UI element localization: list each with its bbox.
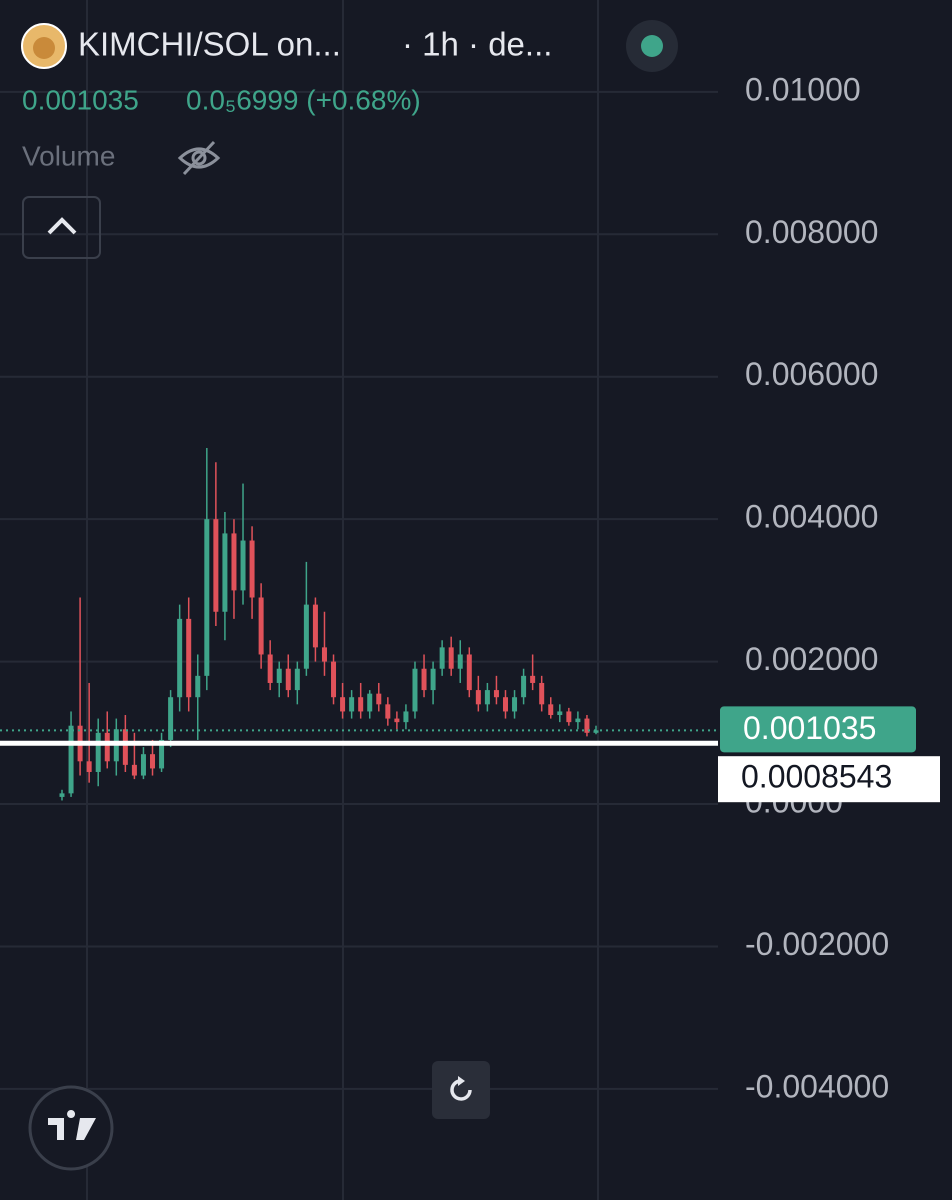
collapse-button[interactable]: [22, 196, 101, 259]
candle-body: [140, 754, 146, 776]
candle-body: [159, 739, 165, 769]
candle-body: [340, 697, 346, 712]
candle-body: [475, 690, 481, 705]
status-dot: [641, 35, 663, 57]
candle-body: [258, 597, 264, 655]
y-tick-label: 0.008000: [745, 214, 878, 250]
candle-body: [521, 675, 527, 698]
candle-body: [204, 519, 210, 676]
candle-body: [448, 647, 454, 669]
pair-title[interactable]: KIMCHI/SOL on...: [78, 26, 341, 63]
tv-logo-bg[interactable]: [28, 1085, 114, 1171]
candle-body: [168, 697, 174, 740]
candle-body: [303, 604, 309, 669]
last-price-box: [720, 706, 916, 753]
candle-body: [267, 654, 273, 683]
candle-body: [186, 618, 192, 698]
overlay: [0, 729, 718, 746]
candle-body: [548, 704, 554, 716]
candle-body: [557, 711, 563, 716]
candle-body: [150, 754, 156, 769]
candle-body: [240, 540, 246, 591]
candle-body: [358, 697, 364, 712]
candle-body: [331, 661, 337, 698]
y-tick-label: 0.004000: [745, 499, 878, 535]
candle-body: [403, 711, 409, 723]
candle-body: [86, 761, 92, 772]
candle-body: [285, 668, 291, 691]
candle-body: [231, 533, 237, 591]
candle-body: [276, 668, 282, 683]
last-price-label: 0.001035: [743, 710, 876, 746]
candle-body: [493, 690, 499, 698]
candle-body: [59, 793, 65, 797]
candle-body: [466, 654, 472, 691]
candle-body: [367, 693, 373, 712]
candle-body: [484, 690, 490, 705]
candle-body: [502, 697, 508, 712]
y-tick-label: -0.004000: [745, 1068, 889, 1104]
crosshair-label: 0.0008543: [741, 759, 892, 795]
candle-body: [430, 668, 436, 691]
h-grid: [0, 90, 718, 1090]
candle-body: [385, 704, 391, 719]
chevron-up: [47, 217, 77, 235]
candle-body: [512, 697, 518, 712]
candle-body: [349, 697, 355, 712]
candle-body: [312, 604, 318, 648]
candle-body: [131, 764, 137, 776]
candle-body: [575, 718, 581, 723]
reset-button[interactable]: [432, 1061, 490, 1119]
candle-body: [584, 718, 590, 733]
candle-body: [122, 729, 128, 765]
reset-icon: [450, 1079, 472, 1101]
candle-body: [249, 540, 255, 598]
y-tick-label: 0.002000: [745, 641, 878, 677]
grid: [86, 0, 599, 1200]
hide-icon[interactable]: [177, 140, 221, 176]
y-axis: 0.01000 0.008000 0.006000 0.004000 0.002000 0…: [718, 71, 940, 1104]
candle-body: [104, 732, 110, 762]
y-tick-label: 0.006000: [745, 356, 878, 392]
candle-body: [421, 668, 427, 691]
candles: [59, 447, 599, 801]
candle-body: [539, 682, 545, 705]
volume-label: Volume: [22, 140, 115, 171]
candle-body: [457, 654, 463, 669]
candle-body: [593, 730, 599, 733]
crosshair-box: [718, 756, 940, 803]
header-price: 0.001035: [22, 84, 139, 115]
y-tick-label: 0.01000: [745, 71, 861, 107]
candle-body: [376, 693, 382, 705]
candle-body: [177, 618, 183, 698]
candle-body: [95, 732, 101, 772]
candle-body: [412, 668, 418, 712]
interval[interactable]: · 1h · de...: [402, 26, 552, 63]
candle-body: [394, 718, 400, 723]
candle-body: [213, 519, 219, 612]
candle-body: [321, 647, 327, 662]
candle-body: [195, 675, 201, 698]
y-tick-label: -0.002000: [745, 926, 889, 962]
reset-arrow: [458, 1076, 465, 1086]
candle-body: [439, 647, 445, 669]
token-logo-face: [33, 37, 55, 59]
candle-body: [530, 675, 536, 683]
header-change: 0.0₅6999 (+0.68%): [186, 84, 421, 115]
candle-body: [566, 711, 572, 723]
candle-body: [68, 725, 74, 794]
candle-body: [294, 668, 300, 691]
candle-body: [222, 533, 228, 612]
tv-logo: [48, 1110, 96, 1140]
